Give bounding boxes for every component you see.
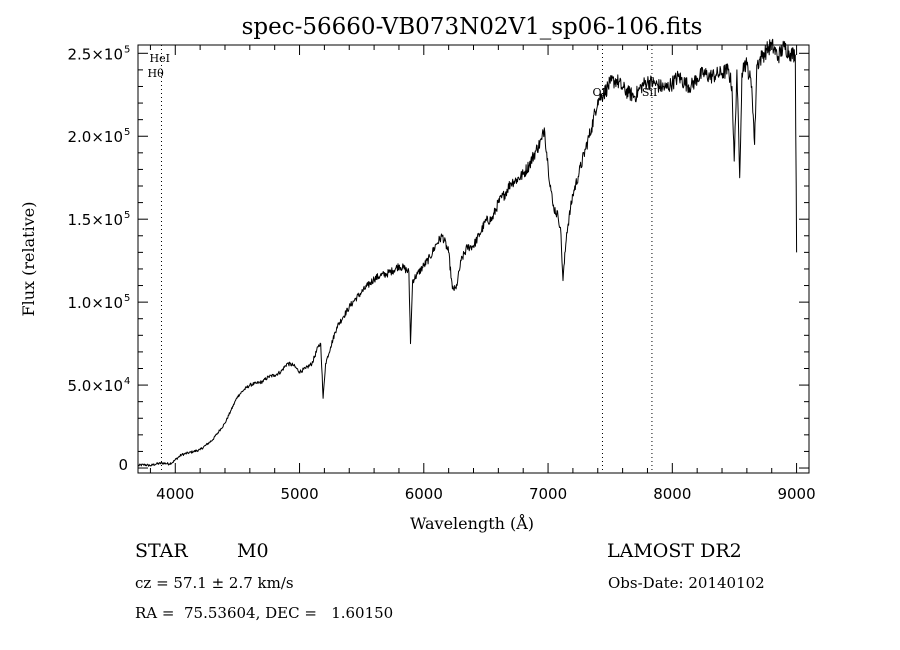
x-tick-label: 9000 — [777, 485, 815, 503]
x-tick-label: 6000 — [405, 485, 443, 503]
x-axis-ticks: 4000 5000 6000 7000 8000 9000 — [149, 45, 816, 503]
x-tick-label: 5000 — [280, 485, 318, 503]
plot-frame — [137, 44, 810, 474]
y-tick-exponent: 5 — [124, 293, 130, 304]
y-tick-exponent: 5 — [124, 210, 130, 221]
y-tick-label: 2.5×10 — [67, 45, 123, 63]
spectrum-line — [137, 38, 798, 467]
spectral-line-label: OI — [592, 86, 605, 99]
y-axis-label: Flux (relative) — [19, 202, 38, 317]
chart-title: spec-56660-VB073N02V1_sp06-106.fits — [242, 14, 703, 40]
y-tick-label: 2.0×10 — [67, 128, 123, 146]
spectral-line-label: Hθ — [147, 67, 164, 80]
y-tick-exponent: 4 — [124, 376, 130, 387]
y-tick-label: 5.0×10 — [67, 377, 123, 395]
x-tick-label: 7000 — [529, 485, 567, 503]
object-class: STAR — [135, 540, 188, 562]
redshift-velocity: cz = 57.1 ± 2.7 km/s — [135, 574, 294, 592]
y-tick-exponent: 5 — [124, 127, 130, 138]
y-axis-ticks: 05.0×10 41.0×10 51.5×10 52.0×10 52.5×10 5 — [67, 44, 809, 474]
x-axis-label: Wavelength (Å) — [410, 513, 534, 533]
x-tick-label: 8000 — [653, 485, 691, 503]
ra-dec-coordinates: RA = 75.53604, DEC = 1.60150 — [135, 604, 394, 622]
y-tick-label: 1.0×10 — [67, 294, 123, 312]
observation-date: Obs-Date: 20140102 — [608, 574, 765, 592]
x-tick-label: 4000 — [156, 485, 194, 503]
object-subclass: M0 — [237, 540, 269, 562]
spectral-line-label: HeI — [149, 52, 169, 65]
y-tick-exponent: 5 — [124, 44, 130, 55]
y-tick-label: 1.5×10 — [67, 211, 123, 229]
y-tick-label: 0 — [118, 456, 128, 474]
survey-name: LAMOST DR2 — [607, 540, 742, 562]
